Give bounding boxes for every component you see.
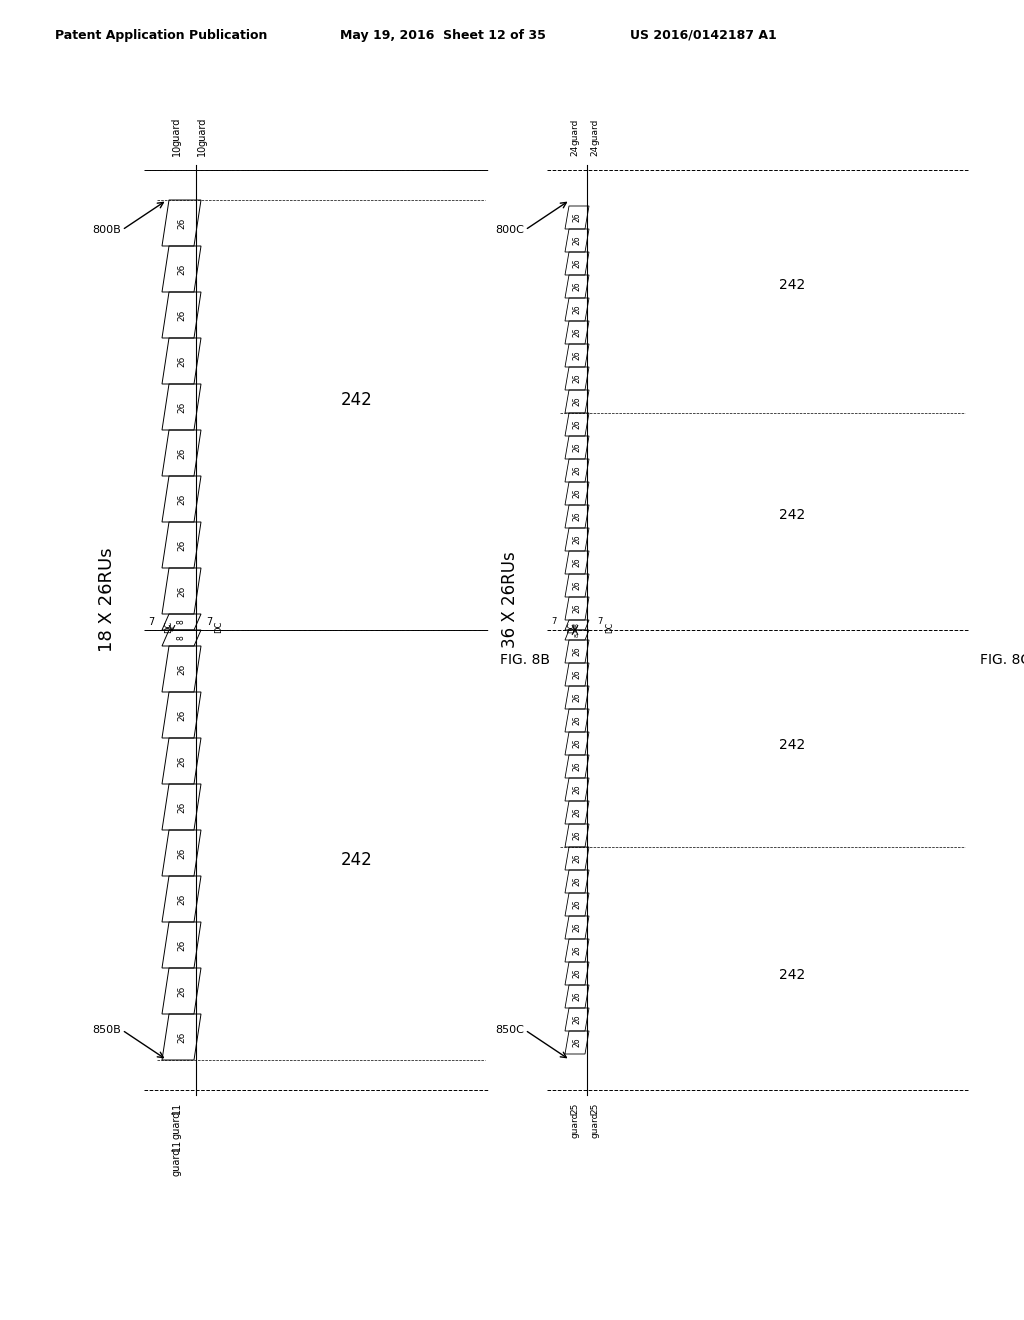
Text: 8: 8 xyxy=(177,619,186,624)
Text: 26: 26 xyxy=(572,581,582,590)
Text: 26: 26 xyxy=(572,900,582,909)
Text: guard: guard xyxy=(172,1111,182,1139)
Text: 26: 26 xyxy=(572,830,582,841)
Text: 25: 25 xyxy=(591,1102,599,1114)
Text: 7: 7 xyxy=(597,618,602,627)
Text: 26: 26 xyxy=(572,259,582,268)
Text: FIG. 8C: FIG. 8C xyxy=(980,653,1024,667)
Text: 26: 26 xyxy=(572,603,582,614)
Text: 26: 26 xyxy=(177,801,186,813)
Text: guard: guard xyxy=(570,119,580,145)
Text: 242: 242 xyxy=(779,279,806,292)
Text: 26: 26 xyxy=(572,236,582,246)
Text: 8: 8 xyxy=(177,636,186,640)
Text: 26: 26 xyxy=(572,512,582,521)
Text: 242: 242 xyxy=(779,738,806,752)
Text: 850C: 850C xyxy=(496,1026,524,1035)
Text: 26: 26 xyxy=(177,755,186,767)
Text: 26: 26 xyxy=(572,351,582,360)
Text: 26: 26 xyxy=(177,540,186,550)
Text: 26: 26 xyxy=(572,784,582,795)
Text: 10: 10 xyxy=(172,144,182,156)
Text: DC: DC xyxy=(214,620,223,634)
Text: FIG. 8B: FIG. 8B xyxy=(500,653,550,667)
Text: 26: 26 xyxy=(572,535,582,544)
Text: 26: 26 xyxy=(177,309,186,321)
Text: 26: 26 xyxy=(572,327,582,338)
Text: 26: 26 xyxy=(177,985,186,997)
Text: DC: DC xyxy=(164,620,173,634)
Text: 26: 26 xyxy=(177,940,186,950)
Text: 18 X 26RUs: 18 X 26RUs xyxy=(98,548,116,652)
Text: 24: 24 xyxy=(591,144,599,156)
Text: 26: 26 xyxy=(177,355,186,367)
Text: 26: 26 xyxy=(177,847,186,859)
Text: 26: 26 xyxy=(572,808,582,817)
Text: 26: 26 xyxy=(177,709,186,721)
Text: DC: DC xyxy=(567,622,575,632)
Text: 26: 26 xyxy=(572,557,582,568)
Text: 800B: 800B xyxy=(92,224,122,235)
Text: 242: 242 xyxy=(779,968,806,982)
Text: 26: 26 xyxy=(572,442,582,453)
Text: 800C: 800C xyxy=(496,224,524,235)
Text: 25: 25 xyxy=(570,1102,580,1114)
Text: 26: 26 xyxy=(572,715,582,725)
Text: 26: 26 xyxy=(572,420,582,429)
Text: 26: 26 xyxy=(572,969,582,978)
Text: DC: DC xyxy=(605,622,614,632)
Text: 26: 26 xyxy=(177,664,186,675)
Text: 11: 11 xyxy=(172,1139,182,1151)
Text: 26: 26 xyxy=(177,218,186,228)
Text: 26: 26 xyxy=(572,488,582,499)
Text: 7: 7 xyxy=(206,616,212,627)
Text: 26: 26 xyxy=(572,466,582,475)
Text: 26: 26 xyxy=(177,494,186,504)
Text: 26: 26 xyxy=(177,401,186,413)
Text: 36 X 26RUs: 36 X 26RUs xyxy=(501,552,519,648)
Text: 26: 26 xyxy=(572,762,582,771)
Text: 26: 26 xyxy=(572,739,582,748)
Text: 26: 26 xyxy=(572,669,582,680)
Text: 7: 7 xyxy=(552,618,557,627)
Text: 26: 26 xyxy=(572,854,582,863)
Text: guard: guard xyxy=(197,117,207,147)
Text: 26: 26 xyxy=(572,647,582,656)
Text: 26: 26 xyxy=(572,876,582,886)
Text: 26: 26 xyxy=(177,894,186,904)
Text: guard: guard xyxy=(591,1111,599,1138)
Text: guard: guard xyxy=(591,119,599,145)
Text: 242: 242 xyxy=(779,508,806,521)
Text: 10: 10 xyxy=(197,144,207,156)
Text: guard: guard xyxy=(172,117,182,147)
Text: May 19, 2016  Sheet 12 of 35: May 19, 2016 Sheet 12 of 35 xyxy=(340,29,546,41)
Text: 850B: 850B xyxy=(92,1026,122,1035)
Text: guard: guard xyxy=(172,1148,182,1176)
Text: 26: 26 xyxy=(572,213,582,222)
Text: 26: 26 xyxy=(177,1031,186,1043)
Text: 26: 26 xyxy=(572,1038,582,1047)
Text: 26: 26 xyxy=(572,923,582,932)
Text: 26: 26 xyxy=(572,305,582,314)
Text: 11: 11 xyxy=(172,1102,182,1114)
Text: 26: 26 xyxy=(572,945,582,956)
Text: 24: 24 xyxy=(570,144,580,156)
Text: 242: 242 xyxy=(341,391,373,409)
Text: 26: 26 xyxy=(572,374,582,383)
Text: 26: 26 xyxy=(572,693,582,702)
Text: 26: 26 xyxy=(177,447,186,458)
Text: Patent Application Publication: Patent Application Publication xyxy=(55,29,267,41)
Text: 26: 26 xyxy=(177,585,186,597)
Text: 242: 242 xyxy=(341,851,373,869)
Text: 7: 7 xyxy=(147,616,154,627)
Text: 8: 8 xyxy=(574,634,580,638)
Text: 8: 8 xyxy=(574,623,580,627)
Text: guard: guard xyxy=(570,1111,580,1138)
Text: 26: 26 xyxy=(572,397,582,407)
Text: 26: 26 xyxy=(572,1015,582,1024)
Text: 26: 26 xyxy=(177,263,186,275)
Text: US 2016/0142187 A1: US 2016/0142187 A1 xyxy=(630,29,777,41)
Text: 26: 26 xyxy=(572,991,582,1002)
Text: 26: 26 xyxy=(572,281,582,292)
